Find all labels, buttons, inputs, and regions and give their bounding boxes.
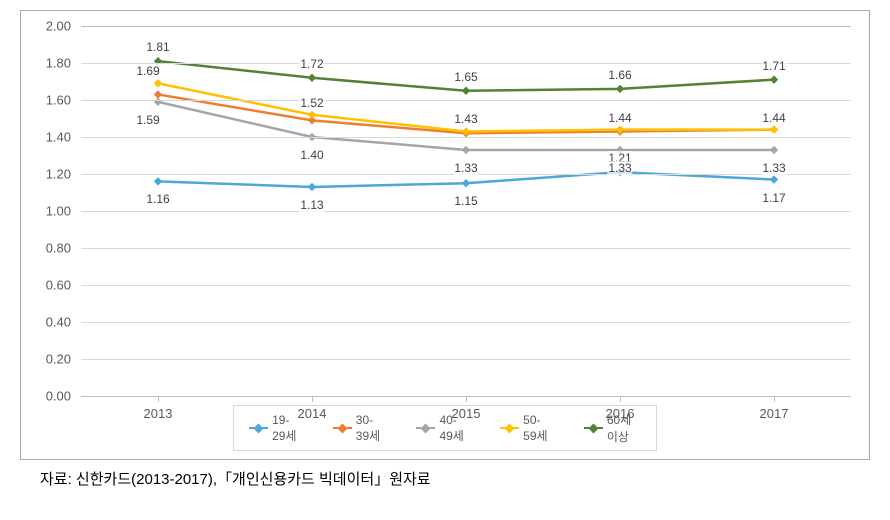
data-label: 1.69: [135, 64, 160, 78]
chart-container: 0.00 0.20 0.40 0.60 0.80 1.00 1.20 1.40 1.60 1.80…: [20, 10, 870, 460]
x-axis-label: 2017: [760, 406, 789, 421]
data-label: 1.43: [453, 112, 478, 126]
legend-swatch: [249, 427, 268, 429]
source-caption: 자료: 신한카드(2013-2017),「개인신용카드 빅데이터」원자료: [40, 468, 870, 489]
gridline: [81, 211, 851, 212]
data-label: 1.72: [299, 57, 324, 71]
legend-marker-icon: [505, 423, 515, 433]
series-marker: [463, 180, 470, 187]
y-axis-label: 1.60: [31, 93, 71, 108]
x-tick: [158, 396, 159, 402]
x-tick: [466, 396, 467, 402]
legend-swatch: [584, 427, 603, 429]
gridline: [81, 100, 851, 101]
data-label: 1.15: [453, 194, 478, 208]
y-axis-label: 0.00: [31, 389, 71, 404]
legend-label: 40-49세: [439, 413, 470, 444]
legend-item: 60세이상: [584, 411, 641, 445]
legend-item: 50-59세: [500, 411, 554, 445]
y-axis-label: 0.80: [31, 241, 71, 256]
legend-marker-icon: [588, 423, 598, 433]
x-axis-label: 2013: [144, 406, 173, 421]
x-tick: [620, 396, 621, 402]
legend-label: 50-59세: [523, 413, 554, 444]
data-label: 1.17: [761, 191, 786, 205]
data-label: 1.33: [607, 161, 632, 175]
legend-swatch: [416, 427, 435, 429]
data-label: 1.71: [761, 59, 786, 73]
legend: 19-29세 30-39세 40-49세 50-59세 60세이상: [233, 405, 657, 451]
legend-marker-icon: [421, 423, 431, 433]
series-marker: [771, 76, 778, 83]
series-marker: [463, 146, 470, 153]
data-label: 1.66: [607, 68, 632, 82]
legend-swatch: [333, 427, 352, 429]
legend-label: 19-29세: [272, 413, 303, 444]
legend-item: 30-39세: [333, 411, 387, 445]
gridline: [81, 322, 851, 323]
gridline: [81, 137, 851, 138]
legend-swatch: [500, 427, 519, 429]
y-axis-label: 2.00: [31, 19, 71, 34]
series-marker: [617, 85, 624, 92]
y-axis-label: 1.80: [31, 56, 71, 71]
y-axis-label: 1.00: [31, 204, 71, 219]
data-label: 1.33: [761, 161, 786, 175]
series-marker: [771, 176, 778, 183]
series-marker: [771, 126, 778, 133]
y-axis-label: 0.20: [31, 352, 71, 367]
data-label: 1.65: [453, 70, 478, 84]
legend-item: 19-29세: [249, 411, 303, 445]
data-label: 1.33: [453, 161, 478, 175]
gridline: [81, 248, 851, 249]
data-label: 1.40: [299, 148, 324, 162]
gridline: [81, 26, 851, 27]
series-marker: [155, 91, 162, 98]
legend-marker-icon: [254, 423, 264, 433]
series-marker: [771, 146, 778, 153]
plot-area: 0.000.200.400.600.801.001.201.401.601.80…: [81, 26, 851, 396]
legend-marker-icon: [337, 423, 347, 433]
y-axis-label: 0.40: [31, 315, 71, 330]
data-label: 1.44: [761, 111, 786, 125]
gridline: [81, 63, 851, 64]
series-marker: [309, 74, 316, 81]
data-label: 1.81: [145, 40, 170, 54]
x-tick: [774, 396, 775, 402]
x-tick: [312, 396, 313, 402]
y-axis-label: 0.60: [31, 278, 71, 293]
y-axis-label: 1.20: [31, 167, 71, 182]
data-label: 1.52: [299, 96, 324, 110]
gridline: [81, 359, 851, 360]
series-marker: [155, 80, 162, 87]
series-marker: [309, 111, 316, 118]
series-marker: [309, 183, 316, 190]
data-label: 1.59: [135, 113, 160, 127]
legend-item: 40-49세: [416, 411, 470, 445]
series-marker: [463, 87, 470, 94]
series-marker: [155, 178, 162, 185]
data-label: 1.44: [607, 111, 632, 125]
data-label: 1.16: [145, 192, 170, 206]
legend-label: 30-39세: [356, 413, 387, 444]
y-axis-label: 1.40: [31, 130, 71, 145]
data-label: 1.13: [299, 198, 324, 212]
gridline: [81, 285, 851, 286]
legend-label: 60세이상: [607, 411, 641, 445]
